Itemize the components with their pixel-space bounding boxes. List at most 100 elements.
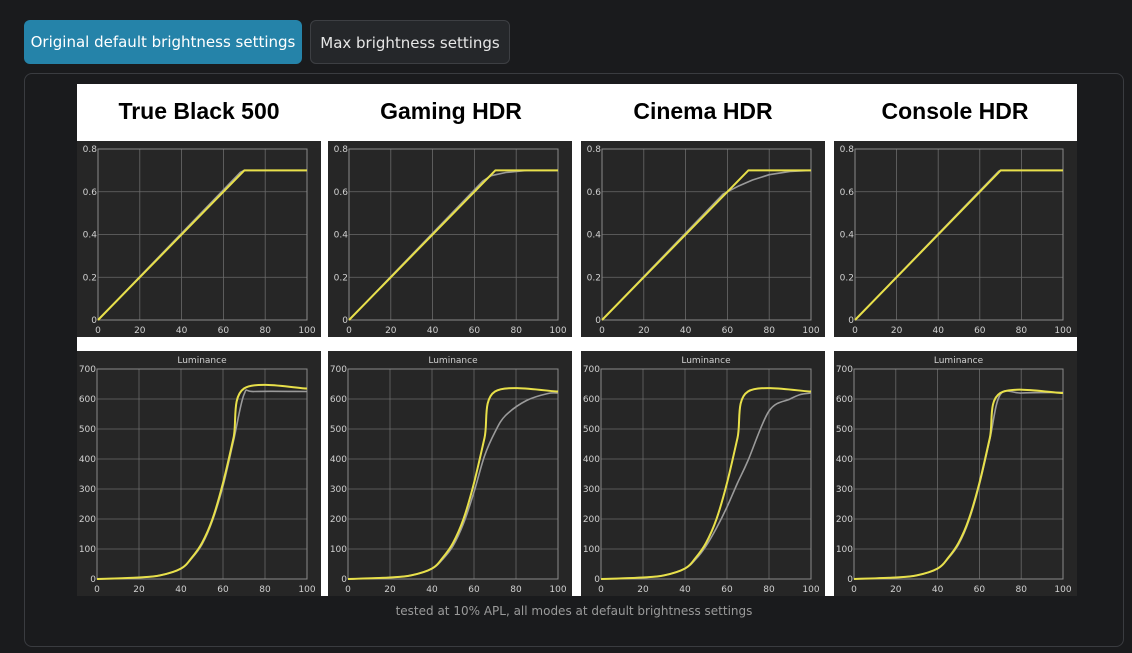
plot-background — [77, 141, 321, 337]
target-curve-true-black-500-eotf — [97, 169, 307, 321]
plot-frame — [348, 148, 559, 321]
target-curve-console-hdr-luminance — [853, 388, 1064, 580]
y-tick-label: 0.8 — [840, 145, 855, 155]
x-tick-label: 0 — [345, 585, 351, 595]
y-tick-label: 0.4 — [334, 231, 349, 241]
y-tick-label: 0.6 — [334, 188, 349, 198]
y-tick-label: 300 — [583, 485, 600, 495]
luminance-chart-console-hdr: Luminance 0 100 200 300 400 500 600 700 0 20 40 60 80… — [834, 351, 1077, 596]
x-tick-label: 40 — [932, 326, 944, 336]
plot-frame — [600, 368, 812, 580]
x-tick-label: 100 — [1054, 585, 1071, 595]
y-tick-label: 300 — [330, 485, 347, 495]
mode-title-console-hdr: Console HDR — [881, 98, 1029, 124]
y-tick-label: 200 — [79, 515, 96, 525]
y-tick-label: 0.6 — [840, 188, 855, 198]
x-tick-label: 0 — [598, 585, 604, 595]
x-tick-label: 60 — [974, 326, 986, 336]
chart-title: Luminance — [681, 356, 731, 366]
x-tick-label: 20 — [385, 326, 397, 336]
tab-original-default-brightness[interactable]: Original default brightness settings — [24, 20, 302, 64]
eotf-comparison-figure: True Black 500 Gaming HDR Cinema HDR Con… — [77, 84, 1077, 596]
x-tick-label: 0 — [95, 326, 101, 336]
x-tick-label: 20 — [890, 585, 902, 595]
x-tick-label: 40 — [175, 585, 187, 595]
x-tick-label: 100 — [549, 585, 566, 595]
y-tick-label: 0.8 — [334, 145, 349, 155]
plot-background — [77, 351, 321, 596]
plot-background — [581, 351, 825, 596]
x-tick-label: 60 — [469, 326, 481, 336]
x-tick-label: 0 — [346, 326, 352, 336]
target-curve-true-black-500-luminance — [96, 383, 308, 580]
mode-title-true-black-500: True Black 500 — [118, 98, 280, 124]
target-curve-gaming-hdr-luminance — [347, 387, 559, 580]
x-tick-label: 100 — [802, 585, 819, 595]
x-tick-label: 100 — [298, 326, 315, 336]
x-tick-label: 20 — [637, 585, 649, 595]
y-tick-label: 0.2 — [83, 273, 97, 283]
x-tick-label: 80 — [510, 326, 522, 336]
chart-title: Luminance — [428, 356, 478, 366]
x-tick-label: 60 — [218, 326, 230, 336]
x-tick-label: 0 — [851, 585, 857, 595]
plot-background — [834, 351, 1077, 596]
y-tick-label: 500 — [583, 425, 600, 435]
plot-frame — [601, 148, 812, 321]
plot-frame — [97, 148, 308, 321]
y-tick-label: 0.8 — [587, 145, 602, 155]
mode-title-cinema-hdr: Cinema HDR — [633, 98, 773, 124]
x-tick-label: 20 — [384, 585, 396, 595]
plot-frame — [96, 368, 308, 580]
y-tick-label: 100 — [79, 545, 96, 555]
x-tick-label: 20 — [134, 326, 146, 336]
figure-caption: tested at 10% APL, all modes at default … — [395, 604, 753, 618]
x-tick-label: 80 — [763, 585, 775, 595]
x-tick-label: 60 — [974, 585, 986, 595]
x-tick-label: 80 — [259, 326, 271, 336]
y-tick-label: 0.6 — [83, 188, 98, 198]
y-tick-label: 400 — [836, 455, 853, 465]
y-tick-label: 700 — [79, 365, 96, 375]
x-tick-label: 40 — [427, 326, 439, 336]
x-tick-label: 100 — [549, 326, 566, 336]
x-tick-label: 80 — [1015, 585, 1027, 595]
plot-background — [581, 141, 825, 337]
plot-background — [328, 351, 572, 596]
y-tick-label: 400 — [330, 455, 347, 465]
plot-frame — [347, 368, 559, 580]
y-tick-label: 0.4 — [587, 231, 602, 241]
y-tick-label: 0 — [342, 316, 348, 326]
plot-background — [834, 141, 1077, 337]
y-tick-label: 600 — [79, 395, 96, 405]
y-tick-label: 0 — [90, 575, 96, 585]
x-tick-label: 100 — [298, 585, 315, 595]
luminance-chart-cinema-hdr: Luminance 0 100 200 300 400 500 600 700 0 20 40 60 80… — [581, 351, 825, 596]
x-tick-label: 0 — [94, 585, 100, 595]
tab-max-brightness[interactable]: Max brightness settings — [310, 20, 510, 64]
y-tick-label: 200 — [836, 515, 853, 525]
y-tick-label: 0 — [848, 316, 854, 326]
eotf-chart-cinema-hdr: 0 0.2 0.4 0.6 0.8 0 20 40 60 80 100 — [581, 141, 825, 337]
mode-title-gaming-hdr: Gaming HDR — [380, 98, 522, 124]
target-curve-cinema-hdr-luminance — [600, 387, 812, 580]
x-tick-label: 60 — [217, 585, 229, 595]
x-tick-label: 80 — [763, 326, 775, 336]
x-tick-label: 60 — [722, 326, 734, 336]
x-tick-label: 20 — [133, 585, 145, 595]
eotf-chart-true-black-500: 0 0.2 0.4 0.6 0.8 0 20 40 60 80 100 — [77, 141, 321, 337]
x-tick-label: 20 — [891, 326, 903, 336]
x-tick-label: 0 — [599, 326, 605, 336]
x-tick-label: 100 — [1054, 326, 1071, 336]
y-tick-label: 500 — [330, 425, 347, 435]
y-tick-label: 600 — [583, 395, 600, 405]
y-tick-label: 500 — [836, 425, 853, 435]
y-tick-label: 700 — [330, 365, 347, 375]
y-tick-label: 0.4 — [840, 231, 855, 241]
y-tick-label: 400 — [583, 455, 600, 465]
target-curve-console-hdr-eotf — [854, 169, 1063, 321]
x-tick-label: 100 — [802, 326, 819, 336]
y-tick-label: 400 — [79, 455, 96, 465]
y-tick-label: 200 — [330, 515, 347, 525]
y-tick-label: 700 — [583, 365, 600, 375]
